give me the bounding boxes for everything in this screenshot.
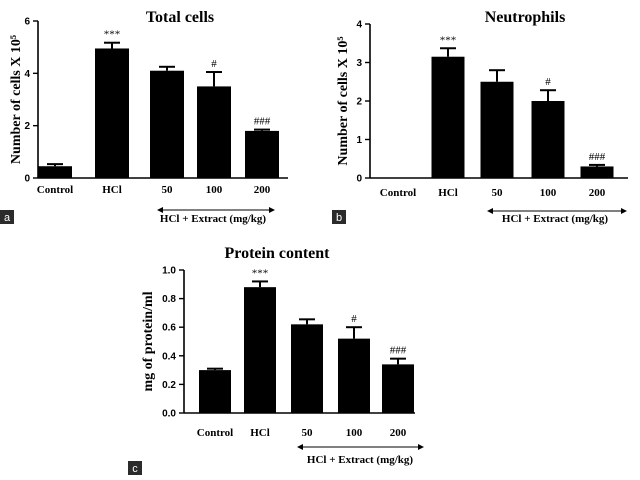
group-label: HCl + Extract (mg/kg) — [307, 454, 414, 466]
x-tick-label: HCl — [102, 184, 122, 196]
bar-50 — [480, 81, 514, 178]
bar-100 — [531, 101, 565, 178]
y-tick-label: 4 — [356, 20, 362, 31]
bar-hcl — [95, 48, 129, 178]
group-label: HCl + Extract (mg/kg) — [502, 213, 609, 225]
bar-200 — [245, 130, 279, 178]
group-arrow-head-right — [269, 207, 275, 213]
significance-label: ### — [254, 116, 271, 128]
y-tick-label: 0.8 — [162, 294, 176, 305]
x-tick-label: 200 — [589, 187, 606, 199]
y-axis-label: mg of protein/ml — [141, 291, 156, 391]
chart-panel-c: Protein content mg of protein/ml 0.0 0.2 0.4… — [128, 245, 424, 475]
x-tick-label: HCl — [250, 427, 270, 439]
y-tick-label: 0.4 — [162, 351, 176, 362]
y-tick-label: 1 — [356, 135, 362, 146]
y-tick-label: 2 — [356, 97, 362, 108]
y-tick-label: 3 — [356, 58, 362, 69]
chart-title: Total cells — [146, 9, 214, 26]
bar-control — [199, 370, 231, 413]
panel-label-badge — [332, 210, 346, 224]
significance-label: # — [351, 313, 357, 325]
y-tick-label: 0 — [356, 174, 362, 185]
y-tick-label: 0.2 — [162, 380, 176, 391]
significance-label: *** — [252, 267, 269, 279]
significance-label: # — [211, 58, 217, 70]
bar-hcl — [431, 56, 465, 178]
y-tick-label: 0.0 — [162, 409, 176, 420]
bar-100 — [338, 338, 370, 413]
x-tick-label: Control — [197, 427, 233, 439]
chart-title: Protein content — [224, 245, 330, 262]
bar-200 — [382, 364, 414, 413]
y-tick-label: 1.0 — [162, 266, 176, 277]
x-tick-label: HCl — [438, 187, 458, 199]
y-tick-label: 2 — [24, 121, 30, 132]
x-tick-label: 100 — [346, 427, 363, 439]
y-tick-label: 4 — [24, 69, 30, 80]
y-tick-label: 0 — [24, 174, 30, 185]
bar-50 — [150, 70, 184, 178]
group-arrow-head-right — [621, 208, 627, 214]
bar-50 — [291, 324, 323, 413]
significance-label: ### — [589, 151, 606, 163]
bar-200 — [580, 166, 614, 178]
chart-title: Neutrophils — [485, 9, 566, 26]
bar-hcl — [244, 287, 276, 413]
x-tick-label: 200 — [254, 184, 271, 196]
x-tick-label: 200 — [390, 427, 407, 439]
x-tick-label: 100 — [540, 187, 557, 199]
significance-label: *** — [104, 29, 121, 41]
y-tick-label: 0.6 — [162, 323, 176, 334]
bar-100 — [197, 86, 231, 178]
x-tick-label: Control — [37, 184, 73, 196]
x-tick-label: 50 — [162, 184, 174, 196]
group-label: HCl + Extract (mg/kg) — [160, 213, 267, 225]
significance-label: *** — [440, 34, 457, 46]
group-arrow-head-left — [297, 444, 303, 450]
panel-label-badge — [0, 210, 14, 224]
chart-panel-b: Neutrophils Number of cells X 10⁵ 0 1 2 3 4 Con… — [332, 9, 628, 225]
y-tick-label: 6 — [24, 17, 30, 28]
significance-label: # — [545, 76, 551, 88]
panel-label-badge — [128, 461, 142, 475]
panel-label: c — [132, 463, 138, 475]
panel-label: a — [4, 212, 11, 224]
x-tick-label: 100 — [206, 184, 223, 196]
group-arrow-head-right — [418, 444, 424, 450]
x-tick-label: 50 — [302, 427, 314, 439]
y-axis-label: Number of cells X 10⁵ — [336, 36, 351, 165]
x-tick-label: Control — [380, 187, 416, 199]
significance-label: ### — [390, 345, 407, 357]
group-arrow-head-left — [487, 208, 493, 214]
x-tick-label: 50 — [492, 187, 504, 199]
bar-control — [38, 166, 72, 178]
panel-label: b — [336, 212, 342, 224]
y-axis-label: Number of cells X 10⁵ — [9, 35, 24, 164]
group-arrow-head-left — [157, 207, 163, 213]
